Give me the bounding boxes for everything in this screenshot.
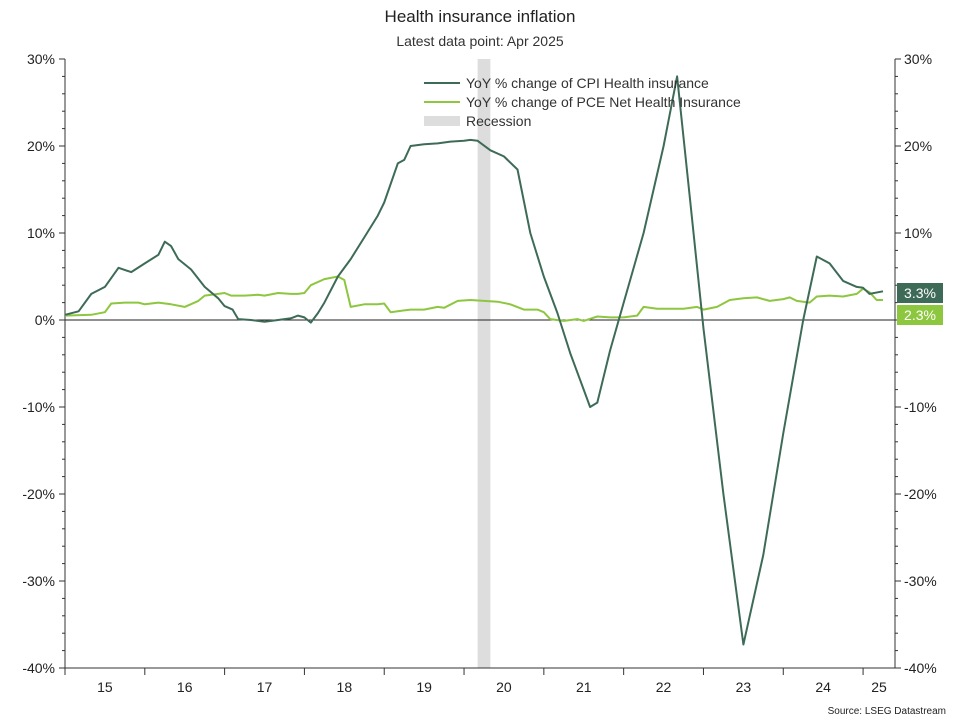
left-y-axis: 30% 20% 10% 0% -10% -20% -30% -40% [22,51,66,676]
x-year-label: 15 [97,679,113,695]
legend: YoY % change of CPI Health insurance YoY… [424,75,741,129]
series-layer [64,75,884,646]
right-y-tick-label: -30% [904,573,937,589]
right-y-tick-label: 10% [904,225,932,241]
right-y-tick-label: 30% [904,51,932,67]
right-y-tick-label: -20% [904,486,937,502]
left-y-tick-label: 20% [27,138,55,154]
x-year-label: 18 [337,679,353,695]
series-line-pce-net-health-insurance [64,275,883,322]
chart-title: Health insurance inflation [385,7,576,26]
left-y-tick-label: -10% [22,399,55,415]
end-tag-pce [897,305,943,325]
x-year-label: 19 [416,679,432,695]
left-y-tick-label: 30% [27,51,55,67]
x-year-label: 23 [736,679,752,695]
right-y-tick-label: -40% [904,660,937,676]
left-y-tick-label: -30% [22,573,55,589]
x-year-label: 16 [177,679,193,695]
series-line-cpi-health-insurance [64,75,884,646]
legend-label-pce: YoY % change of PCE Net Health Insurance [466,94,741,110]
right-y-tick-label: 20% [904,138,932,154]
end-tag-cpi-label: 3.3% [904,285,936,301]
x-axis: 15 16 17 18 19 20 21 22 23 24 25 [64,667,895,695]
end-tag-pce-label: 2.3% [904,307,936,323]
x-year-label: 25 [871,679,887,695]
left-y-tick-label: -20% [22,486,55,502]
right-y-axis: 30%20%10%0%-10%-20%-30%-40% [894,51,937,676]
left-y-tick-label: 0% [35,312,55,328]
x-year-label: 22 [656,679,672,695]
legend-label-recession: Recession [466,113,531,129]
left-y-tick-label: 10% [27,225,55,241]
recession-band [477,59,491,668]
x-year-label: 17 [257,679,273,695]
x-year-label: 24 [815,679,831,695]
left-y-tick-label: -40% [22,660,55,676]
legend-label-cpi: YoY % change of CPI Health insurance [466,75,709,91]
chart-subtitle: Latest data point: Apr 2025 [396,33,564,49]
end-tag-cpi [897,283,943,303]
legend-swatch-recession [424,116,460,126]
source-note: Source: LSEG Datastream [828,706,946,717]
end-value-tags: 3.3% 2.3% [897,283,943,325]
right-y-tick-label: -10% [904,399,937,415]
x-year-label: 21 [576,679,592,695]
x-year-label: 20 [496,679,512,695]
